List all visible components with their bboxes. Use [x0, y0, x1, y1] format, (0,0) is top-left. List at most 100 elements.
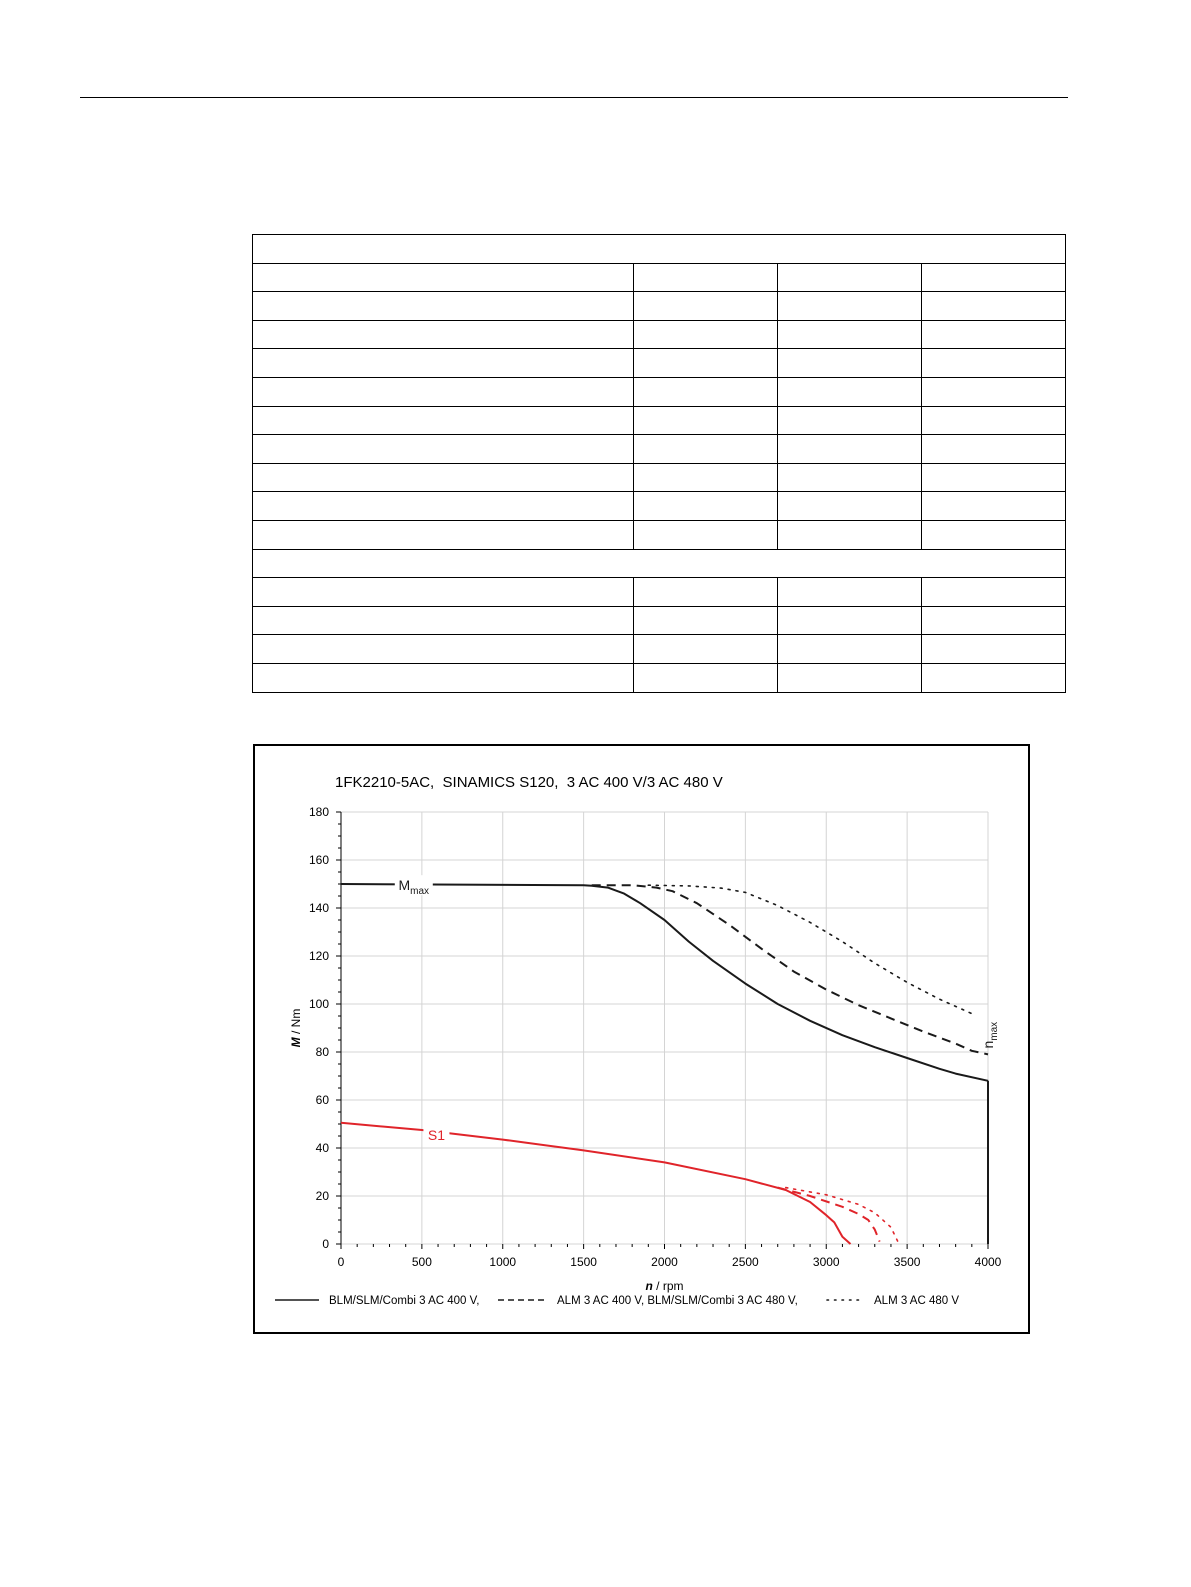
table-cell — [252, 519, 634, 550]
table-cell — [633, 519, 778, 550]
table-cell — [921, 348, 1066, 378]
series-line-5 — [777, 1186, 881, 1242]
table-row — [252, 462, 1066, 493]
table-row — [252, 291, 1066, 321]
table-cell — [252, 462, 634, 493]
table-cell — [921, 405, 1066, 436]
table-cell — [252, 548, 1066, 579]
x-tick-label: 500 — [412, 1255, 432, 1269]
x-axis-label: n / rpm — [645, 1279, 683, 1293]
spec-table — [252, 234, 1066, 693]
table-cell — [921, 519, 1066, 550]
legend-label-0: BLM/SLM/Combi 3 AC 400 V, — [329, 1295, 479, 1307]
table-cell — [921, 291, 1066, 321]
series-line-0 — [340, 883, 989, 1082]
annotation-bg — [394, 875, 433, 896]
y-axis-label: M / Nm — [289, 1009, 303, 1048]
y-tick-label: 40 — [316, 1141, 330, 1155]
y-tick-label: 60 — [316, 1093, 330, 1107]
y-tick-label: 160 — [309, 853, 329, 867]
x-axis-label-unit: / rpm — [653, 1279, 684, 1293]
table-cell — [252, 291, 634, 321]
x-tick-label: 1000 — [489, 1255, 516, 1269]
table-cell — [777, 376, 922, 407]
table-cell — [633, 376, 778, 407]
table-row — [252, 405, 1066, 436]
y-tick-label: 120 — [309, 949, 329, 963]
table-cell — [777, 291, 922, 321]
table-cell — [252, 348, 634, 378]
table-cell — [633, 577, 778, 607]
table-cell — [777, 348, 922, 378]
x-tick-label: 3000 — [813, 1255, 840, 1269]
header-rule — [80, 97, 1068, 98]
table-cell — [777, 405, 922, 436]
x-tick-label: 0 — [338, 1255, 345, 1269]
table-row — [252, 434, 1066, 464]
table-row — [252, 319, 1066, 350]
x-axis-label-var: n — [645, 1279, 652, 1293]
table-cell — [921, 577, 1066, 607]
table-cell — [633, 434, 778, 464]
table-cell — [777, 462, 922, 493]
annotation-sub: max — [989, 1022, 1000, 1041]
table-cell — [777, 491, 922, 521]
table-cell — [633, 491, 778, 521]
table-cell — [252, 662, 634, 693]
y-axis-label-unit: / Nm — [289, 1009, 303, 1038]
table-cell — [777, 434, 922, 464]
table-cell — [921, 462, 1066, 493]
series-line-1 — [591, 884, 989, 1056]
table-cell — [252, 319, 634, 350]
table-row — [252, 634, 1066, 664]
y-tick-label: 0 — [322, 1237, 329, 1251]
table-cell — [252, 234, 1066, 264]
y-tick-label: 20 — [316, 1189, 330, 1203]
table-cell — [252, 376, 634, 407]
table-row — [252, 548, 1066, 579]
annotation-bg — [423, 1124, 450, 1145]
table-cell — [921, 491, 1066, 521]
table-cell — [252, 262, 634, 293]
table-cell — [252, 634, 634, 664]
table-cell — [633, 262, 778, 293]
table-row — [252, 577, 1066, 607]
series-line-6 — [784, 1186, 900, 1245]
x-tick-label: 4000 — [975, 1255, 1002, 1269]
x-tick-label: 1500 — [570, 1255, 597, 1269]
legend-label-2: ALM 3 AC 480 V — [874, 1295, 959, 1307]
table-cell — [777, 262, 922, 293]
table-cell — [921, 662, 1066, 693]
annotation-base: S1 — [428, 1127, 445, 1143]
table-cell — [252, 577, 634, 607]
table-cell — [921, 319, 1066, 350]
table-row — [252, 605, 1066, 636]
table-cell — [633, 319, 778, 350]
table-cell — [777, 577, 922, 607]
annotation-base: M — [398, 877, 410, 893]
table-cell — [252, 491, 634, 521]
x-tick-label: 2500 — [732, 1255, 759, 1269]
annotation-base: n — [980, 1041, 996, 1049]
table-cell — [777, 605, 922, 636]
legend-label-1: ALM 3 AC 400 V, BLM/SLM/Combi 3 AC 480 V… — [557, 1295, 798, 1307]
chart-title: 1FK2210-5AC, SINAMICS S120, 3 AC 400 V/3… — [335, 774, 723, 791]
table-row — [252, 234, 1066, 264]
table-cell — [252, 434, 634, 464]
x-tick-label: 3500 — [894, 1255, 921, 1269]
table-cell — [777, 519, 922, 550]
table-cell — [777, 319, 922, 350]
table-row — [252, 519, 1066, 550]
table-cell — [633, 662, 778, 693]
y-tick-label: 80 — [316, 1045, 330, 1059]
table-cell — [252, 605, 634, 636]
table-cell — [921, 376, 1066, 407]
annotation-nmax: nmax — [980, 1022, 1000, 1049]
table-row — [252, 662, 1066, 693]
y-tick-label: 180 — [309, 805, 329, 819]
table-cell — [633, 605, 778, 636]
table-cell — [921, 634, 1066, 664]
chart-frame: 0 500 1000 1500 2000 2500 3000 3500 4000 0 20 40 60 8… — [253, 744, 1030, 1334]
table-cell — [921, 434, 1066, 464]
table-row — [252, 262, 1066, 293]
